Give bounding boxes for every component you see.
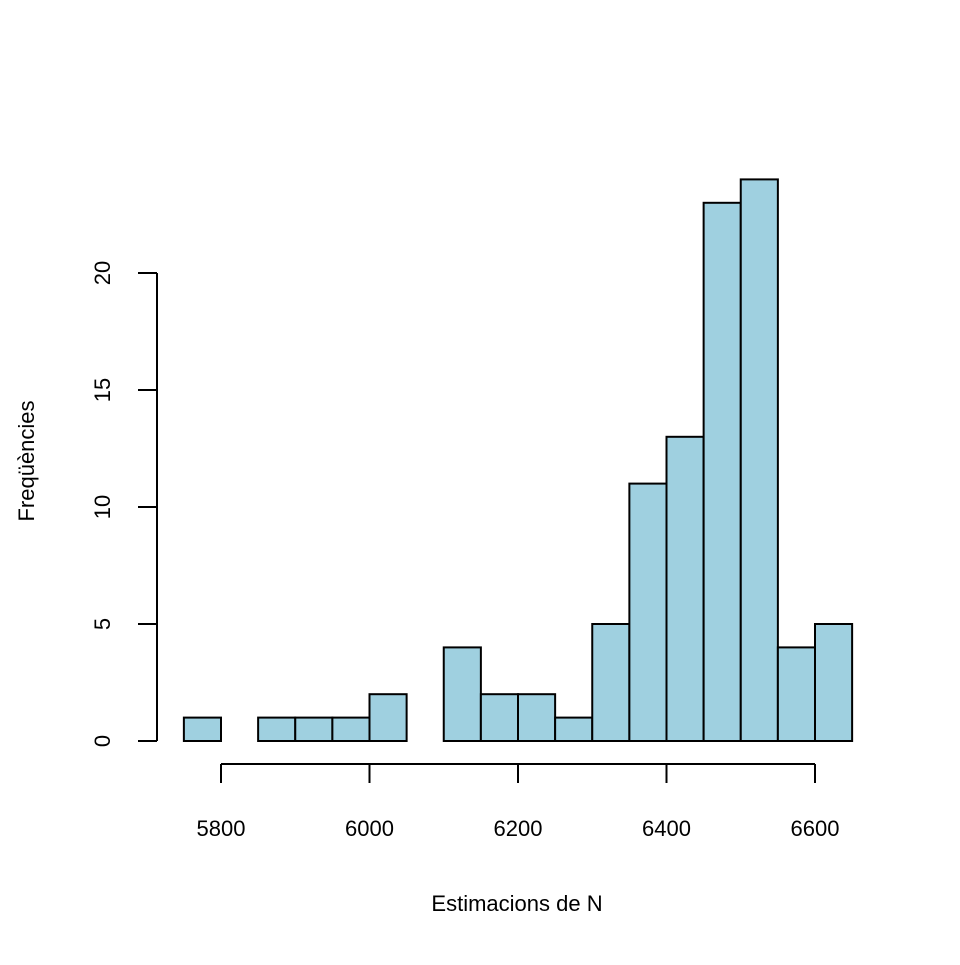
x-tick-label: 5800 bbox=[197, 816, 246, 841]
y-tick-label: 20 bbox=[90, 261, 115, 285]
bars-group bbox=[182, 178, 854, 743]
y-tick-label: 10 bbox=[90, 495, 115, 519]
histogram-bar bbox=[554, 716, 594, 742]
y-tick-label: 5 bbox=[90, 618, 115, 630]
x-axis: 5800 6000 6200 6400 6600 bbox=[197, 763, 840, 841]
y-tick-label: 0 bbox=[90, 735, 115, 747]
x-axis-label: Estimacions de N bbox=[431, 891, 602, 916]
x-tick-label: 6200 bbox=[494, 816, 543, 841]
histogram-bar bbox=[814, 623, 854, 742]
histogram-bar bbox=[628, 482, 668, 742]
histogram-bar bbox=[591, 623, 631, 742]
histogram-bar bbox=[368, 693, 408, 743]
y-tick-label: 15 bbox=[90, 378, 115, 402]
y-axis-label: Freqüències bbox=[14, 400, 39, 521]
x-tick-label: 6000 bbox=[345, 816, 394, 841]
histogram-bar bbox=[517, 693, 557, 743]
histogram-bar bbox=[739, 178, 779, 742]
x-tick-label: 6400 bbox=[642, 816, 691, 841]
histogram-bar bbox=[331, 716, 371, 742]
histogram-bar bbox=[665, 435, 705, 742]
histogram-bar bbox=[479, 693, 519, 743]
histogram-bar bbox=[776, 646, 816, 743]
histogram-bar bbox=[294, 716, 334, 742]
histogram-bar bbox=[442, 646, 482, 743]
histogram-bar bbox=[182, 716, 222, 742]
y-axis: 0 5 10 15 20 bbox=[90, 261, 158, 747]
histogram-bar bbox=[702, 201, 742, 743]
histogram-bar bbox=[257, 716, 297, 742]
x-tick-label: 6600 bbox=[791, 816, 840, 841]
